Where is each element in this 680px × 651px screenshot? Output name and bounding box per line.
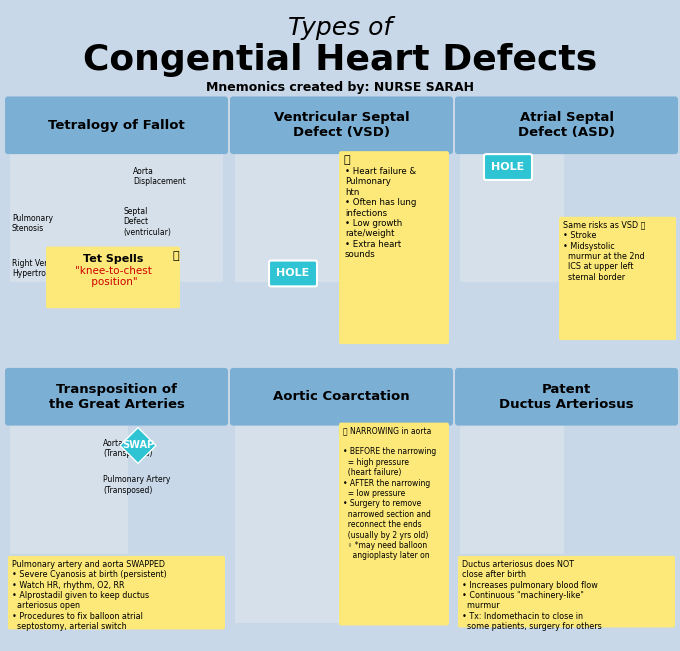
Text: Mnemonics created by: NURSE SARAH: Mnemonics created by: NURSE SARAH [206, 81, 474, 94]
FancyBboxPatch shape [460, 424, 564, 554]
FancyBboxPatch shape [455, 96, 678, 154]
FancyBboxPatch shape [339, 151, 449, 344]
FancyBboxPatch shape [559, 217, 676, 340]
Text: Tetralogy of Fallot: Tetralogy of Fallot [48, 118, 185, 132]
Text: Atrial Septal
Defect (ASD): Atrial Septal Defect (ASD) [518, 111, 615, 139]
Text: "knee-to-chest
 position": "knee-to-chest position" [75, 266, 152, 287]
Text: Aorta
Displacement: Aorta Displacement [133, 167, 186, 186]
FancyBboxPatch shape [230, 368, 453, 426]
Text: Right Ventricular
Hypertrophy: Right Ventricular Hypertrophy [12, 258, 77, 278]
FancyBboxPatch shape [5, 96, 228, 154]
Text: HOLE: HOLE [492, 162, 525, 172]
Text: Pulmonary artery and aorta SWAPPED
• Severe Cyanosis at birth (persistent)
• Wat: Pulmonary artery and aorta SWAPPED • Sev… [12, 560, 167, 631]
FancyBboxPatch shape [230, 96, 453, 154]
Text: Ductus arteriosus does NOT
close after birth
• Increases pulmonary blood flow
• : Ductus arteriosus does NOT close after b… [462, 560, 602, 631]
Text: SWAP: SWAP [122, 441, 154, 450]
FancyBboxPatch shape [339, 422, 449, 626]
FancyBboxPatch shape [5, 368, 228, 426]
FancyBboxPatch shape [8, 556, 225, 630]
Text: Aortic Coarctation: Aortic Coarctation [273, 390, 410, 403]
Text: Septal
Defect
(ventricular): Septal Defect (ventricular) [123, 207, 171, 236]
FancyBboxPatch shape [10, 153, 223, 283]
Text: HOLE: HOLE [276, 268, 309, 279]
Text: 💡: 💡 [173, 251, 180, 260]
Text: Types of: Types of [288, 16, 392, 40]
Text: • Heart failure &
Pulmonary
htn
• Often has lung
infections
• Low growth
rate/we: • Heart failure & Pulmonary htn • Often … [345, 167, 416, 259]
FancyBboxPatch shape [458, 556, 675, 628]
Text: Pulmonary
Stenosis: Pulmonary Stenosis [12, 214, 53, 233]
Polygon shape [120, 428, 156, 464]
FancyBboxPatch shape [484, 154, 532, 180]
FancyBboxPatch shape [455, 368, 678, 426]
FancyBboxPatch shape [46, 247, 180, 309]
Text: Transposition of
the Great Arteries: Transposition of the Great Arteries [48, 383, 184, 411]
Text: Same risks as VSD 💡
• Stroke
• Midsystolic
  murmur at the 2nd
  ICS at upper le: Same risks as VSD 💡 • Stroke • Midsystol… [563, 221, 645, 282]
Text: Congential Heart Defects: Congential Heart Defects [83, 43, 597, 77]
FancyBboxPatch shape [460, 153, 564, 283]
Text: Tet Spells: Tet Spells [83, 254, 143, 264]
Text: Patent
Ductus Arteriosus: Patent Ductus Arteriosus [499, 383, 634, 411]
Text: Ventricular Septal
Defect (VSD): Ventricular Septal Defect (VSD) [273, 111, 409, 139]
Text: 💡 NARROWING in aorta

• BEFORE the narrowing
  = high pressure
  (heart failure): 💡 NARROWING in aorta • BEFORE the narrow… [343, 426, 437, 561]
Text: Pulmonary Artery
(Transposed): Pulmonary Artery (Transposed) [103, 475, 171, 495]
FancyBboxPatch shape [269, 260, 317, 286]
FancyBboxPatch shape [235, 424, 339, 624]
Text: Aorta
(Transposed): Aorta (Transposed) [103, 439, 152, 458]
FancyBboxPatch shape [10, 424, 128, 554]
Text: 💡: 💡 [343, 155, 350, 165]
FancyBboxPatch shape [235, 153, 339, 283]
